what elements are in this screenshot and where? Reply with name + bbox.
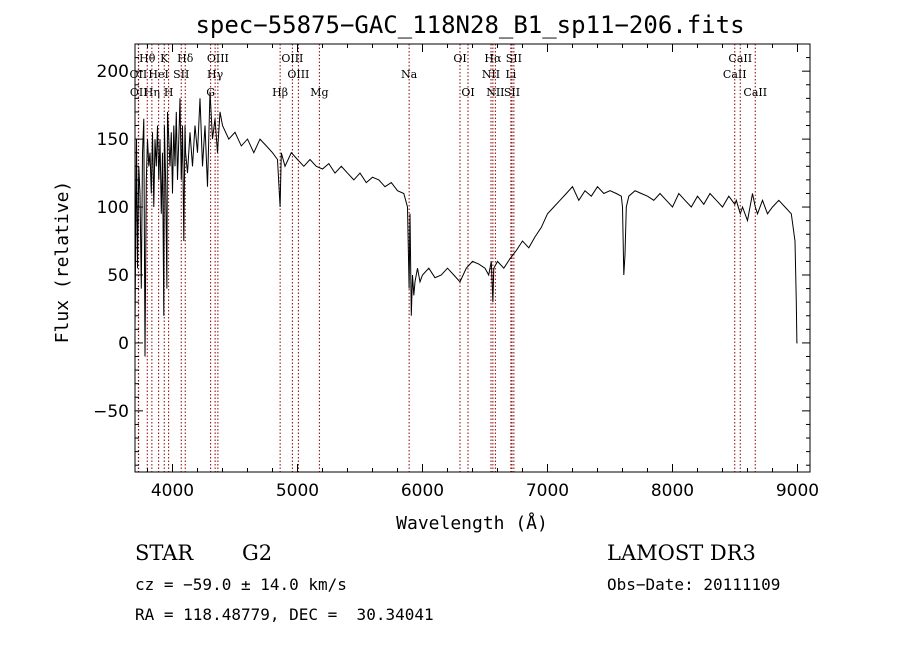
marker-label: OIII: [287, 68, 309, 81]
marker-label: Hα: [484, 52, 502, 65]
marker-label: Hδ: [177, 52, 194, 65]
object-subclass: G2: [242, 541, 273, 565]
marker-label: OIII: [207, 52, 229, 65]
y-axis: −50 0 50 100 150 200: [93, 57, 810, 466]
y-tick-label: 50: [107, 266, 129, 286]
x-tick-label: 8000: [651, 481, 694, 501]
marker-label: Hγ: [207, 68, 224, 81]
coordinates: RA = 118.48779, DEC = 30.34041: [135, 605, 434, 624]
marker-label: Hη: [144, 86, 160, 99]
marker-label: OII: [130, 86, 148, 99]
marker-label: OIII: [281, 52, 303, 65]
x-tick-label: 5000: [276, 481, 319, 501]
x-tick-label: 9000: [776, 481, 819, 501]
marker-label: OI: [453, 52, 466, 65]
x-tick-label: 7000: [526, 481, 569, 501]
marker-label: OI: [461, 86, 474, 99]
marker-label: Hβ: [272, 86, 288, 99]
marker-label: OII: [130, 68, 148, 81]
x-tick-label: 4000: [151, 481, 194, 501]
marker-label: SII: [504, 86, 520, 99]
survey-label: LAMOST DR3: [607, 541, 756, 565]
marker-label: SII: [173, 68, 189, 81]
y-tick-label: 100: [97, 198, 129, 218]
marker-label: NII: [486, 86, 504, 99]
spectrum-line: [134, 91, 798, 357]
object-class: STAR: [135, 541, 194, 565]
marker-label: K: [160, 52, 169, 65]
x-tick-label: 6000: [401, 481, 444, 501]
marker-label: SII: [506, 52, 522, 65]
marker-label: CaII: [743, 86, 767, 99]
marker-label: G: [206, 86, 215, 99]
y-axis-label: Flux (relative): [52, 181, 73, 344]
marker-label: CaII: [728, 52, 752, 65]
chart-title: spec−55875−GAC_118N28_B1_sp11−206.fits: [195, 11, 744, 39]
marker-label: Na: [401, 68, 418, 81]
marker-label: Hθ: [139, 52, 156, 65]
observation-date: Obs−Date: 20111109: [607, 575, 781, 594]
y-tick-label: −50: [93, 402, 129, 422]
y-tick-label: 200: [97, 62, 129, 82]
x-axis: 4000 5000 6000 7000 8000 9000: [147, 44, 819, 501]
marker-lines: [137, 44, 756, 472]
redshift-velocity: cz = −59.0 ± 14.0 km/s: [135, 575, 347, 594]
marker-label: Mg: [310, 86, 328, 99]
marker-label: HeI: [148, 68, 168, 81]
marker-label: CaII: [723, 68, 747, 81]
y-tick-label: 0: [118, 334, 129, 354]
x-axis-label: Wavelength (Å): [396, 512, 548, 534]
marker-label: H: [164, 86, 174, 99]
marker-label: NII: [482, 68, 500, 81]
marker-label: Li: [505, 68, 516, 81]
y-tick-label: 150: [97, 130, 129, 150]
plot-frame: [134, 43, 811, 473]
